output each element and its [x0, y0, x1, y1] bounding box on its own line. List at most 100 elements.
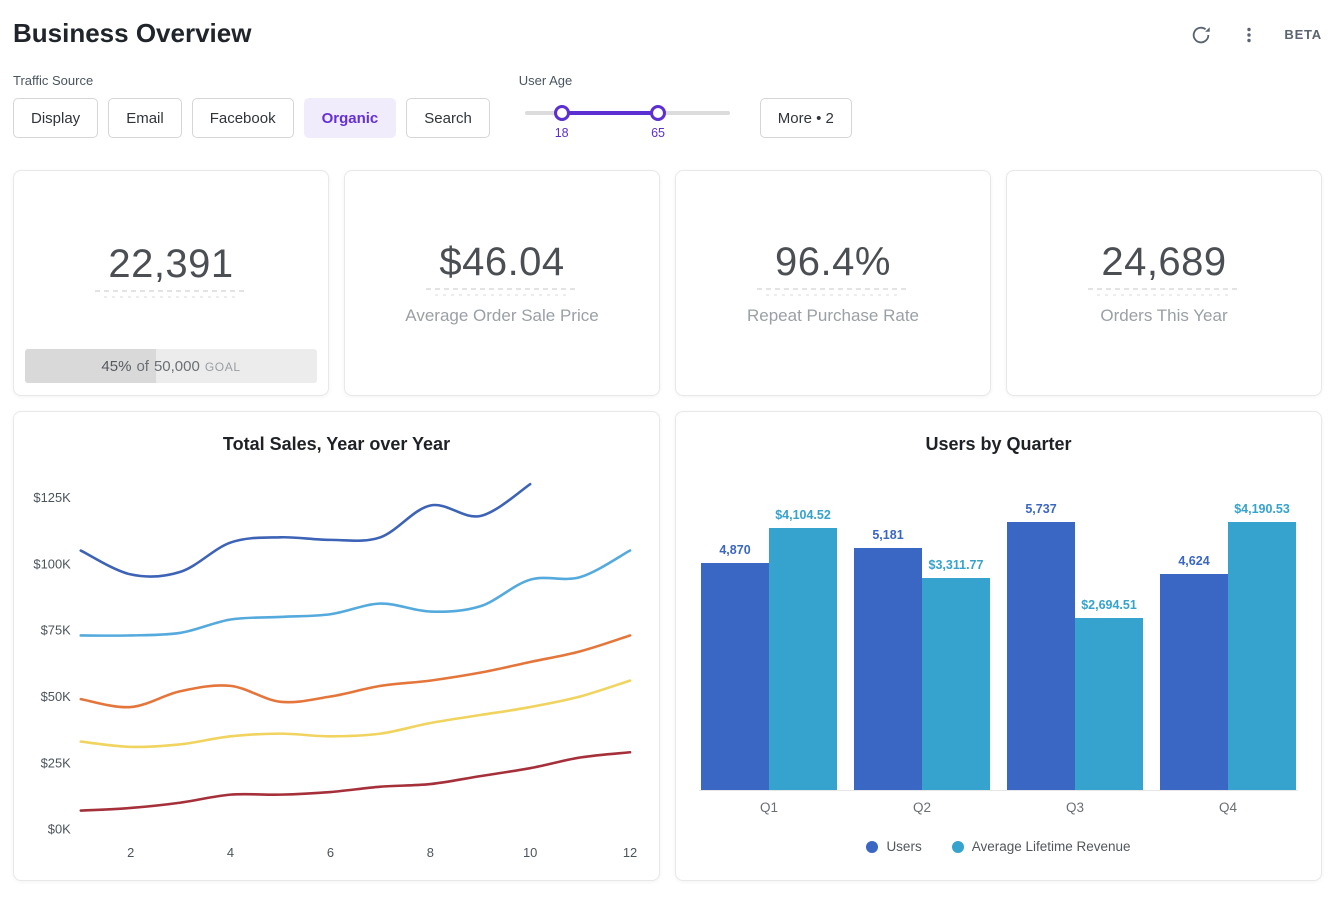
bar-q3-users[interactable]: [1007, 522, 1075, 790]
legend-dot: [951, 840, 964, 853]
kpi-label: Orders This Year: [1100, 306, 1228, 325]
line-series-line-2-light-blue: [79, 549, 632, 637]
x-tick-label: 8: [427, 845, 434, 860]
traffic-source-option-search[interactable]: Search: [406, 98, 490, 138]
user-age-handle-max[interactable]: 65: [650, 105, 667, 140]
line-chart-svg: $0K $25K $50K $75K $100K $125K 2 4 6 8 10 12: [33, 482, 637, 860]
bar-x-label-q1: Q1: [759, 800, 778, 815]
bar-q4-users[interactable]: [1160, 574, 1228, 790]
charts-row: Total Sales, Year over Year $0K $25K $50K $…: [13, 411, 1322, 881]
bar-chart-legend: Users Average Lifetime Revenue: [693, 839, 1304, 854]
x-tick-label: 2: [127, 845, 134, 860]
kpi-sparkline-dots: [757, 288, 909, 296]
kpi-label: Average Order Sale Price: [405, 306, 599, 325]
more-filters-button[interactable]: More • 2: [759, 98, 852, 138]
bar-q3-average-lifetime-revenue[interactable]: [1075, 618, 1143, 790]
bar-q4-average-lifetime-revenue[interactable]: [1228, 522, 1296, 790]
traffic-source-option-facebook[interactable]: Facebook: [191, 98, 294, 138]
bar-column: $4,190.53: [1228, 502, 1296, 790]
bar-value-label: $4,190.53: [1234, 502, 1290, 516]
legend-item-average-lifetime-revenue[interactable]: Average Lifetime Revenue: [951, 839, 1131, 854]
traffic-source-option-display[interactable]: Display: [13, 98, 99, 138]
kpi-center: $46.04 Average Order Sale Price: [405, 240, 598, 326]
line-series-line-1-dark-blue: [79, 482, 532, 578]
total-sales-chart-card: Total Sales, Year over Year $0K $25K $50K $…: [13, 411, 660, 881]
legend-label: Users: [886, 839, 922, 854]
bar-group-q4: 4,624 $4,190.53: [1160, 502, 1296, 790]
kpi-sparkline-dots: [95, 290, 247, 298]
kpi-value: 24,689: [1101, 240, 1227, 284]
bar-value-label: 4,624: [1178, 554, 1210, 568]
user-age-handle-min[interactable]: 18: [553, 105, 570, 140]
x-tick-label: 4: [227, 845, 234, 860]
traffic-source-filter: Traffic Source Display Email Facebook Organ…: [13, 73, 490, 138]
users-by-quarter-chart-card: Users by Quarter 4,870 $4,104.52 5,181 $3,3…: [675, 411, 1322, 881]
line-series-line-4-yellow: [79, 679, 632, 749]
bar-q2-users[interactable]: [854, 548, 922, 790]
y-tick-label: $125K: [33, 490, 71, 505]
goal-pct: 45%: [101, 357, 132, 375]
kpi-card-repeat-purchase: 96.4% Repeat Purchase Rate: [675, 170, 991, 396]
bar-column: 5,181: [854, 528, 922, 790]
user-age-slider[interactable]: 18 65: [524, 105, 730, 140]
bar-q2-average-lifetime-revenue[interactable]: [922, 578, 990, 790]
goal-target: 50,000: [153, 357, 200, 375]
beta-badge: BETA: [1284, 27, 1322, 42]
bar-column: 5,737: [1007, 502, 1075, 790]
legend-dot: [866, 840, 879, 853]
bar-group-q3: 5,737 $2,694.51: [1007, 502, 1143, 790]
bar-x-labels: Q1 Q2 Q3 Q4: [699, 791, 1298, 815]
kpi-card-goal: 22,391 45% of 50,000 GOAL: [13, 170, 329, 396]
line-series-line-5-dark-red: [79, 750, 632, 812]
goal-progress-fill: [25, 349, 157, 383]
kpi-sparkline-dots: [1088, 288, 1240, 296]
bar-value-label: 5,737: [1025, 502, 1057, 516]
kpi-label: Repeat Purchase Rate: [747, 306, 919, 325]
bar-x-label-q2: Q2: [912, 800, 931, 815]
overflow-menu-button[interactable]: [1238, 24, 1260, 46]
bar-q1-average-lifetime-revenue[interactable]: [769, 528, 837, 790]
bar-value-label: $2,694.51: [1081, 598, 1137, 612]
kpi-card-average-order: $46.04 Average Order Sale Price: [344, 170, 660, 396]
goal-progress-text: 45% of 50,000 GOAL: [25, 349, 317, 383]
kpi-card-orders-this-year: 24,689 Orders This Year: [1006, 170, 1322, 396]
bar-column: 4,624: [1160, 502, 1228, 790]
line-chart-title: Total Sales, Year over Year: [222, 434, 451, 454]
y-tick-label: $100K: [33, 556, 71, 571]
more-filters-wrap: More • 2: [759, 98, 852, 138]
bar-group-q2: 5,181 $3,311.77: [854, 528, 990, 790]
user-age-filter: User Age 18 65: [518, 73, 731, 140]
goal-progress-bar: 45% of 50,000 GOAL: [25, 349, 317, 383]
refresh-icon: [1193, 26, 1211, 43]
filter-bar: Traffic Source Display Email Facebook Organ…: [13, 73, 1322, 140]
refresh-button[interactable]: [1188, 22, 1214, 48]
traffic-source-label: Traffic Source: [13, 73, 94, 88]
bar-group-q1: 4,870 $4,104.52: [701, 508, 837, 790]
y-tick-label: $50K: [41, 689, 72, 704]
traffic-source-option-email[interactable]: Email: [108, 98, 182, 138]
traffic-source-option-organic[interactable]: Organic: [303, 98, 397, 138]
bar-value-label: 5,181: [872, 528, 904, 542]
x-tick-label: 12: [623, 845, 637, 860]
line-series-line-3-orange: [79, 634, 632, 709]
bar-column: 4,870: [701, 508, 769, 790]
goal-word: GOAL: [204, 360, 241, 374]
bar-q1-users[interactable]: [701, 563, 769, 790]
bar-x-label-q4: Q4: [1218, 800, 1237, 815]
kpi-center: 24,689 Orders This Year: [1088, 240, 1240, 326]
legend-label: Average Lifetime Revenue: [971, 839, 1131, 854]
goal-of: of: [136, 357, 149, 375]
bar-column: $4,104.52: [769, 508, 837, 790]
bar-chart-title: Users by Quarter: [925, 434, 1072, 454]
user-age-label: User Age: [518, 73, 573, 88]
user-age-max-value: 65: [651, 126, 665, 140]
kpi-row: 22,391 45% of 50,000 GOAL $46.04 Average…: [13, 170, 1322, 396]
kpi-value: 96.4%: [775, 240, 891, 284]
topbar: Business Overview BETA: [13, 12, 1322, 49]
y-tick-label: $75K: [41, 623, 72, 638]
legend-item-users[interactable]: Users: [866, 839, 922, 854]
y-tick-label: $0K: [48, 822, 71, 837]
bar-column: $2,694.51: [1075, 502, 1143, 790]
bar-value-label: $4,104.52: [775, 508, 831, 522]
